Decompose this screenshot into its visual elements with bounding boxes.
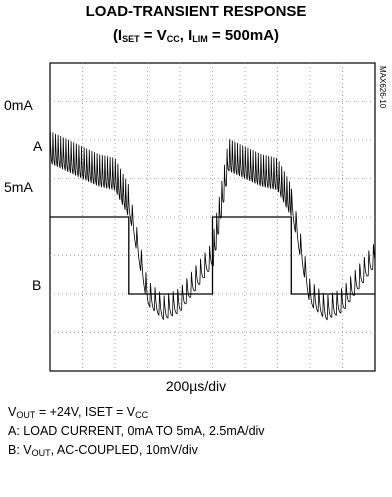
note1-mid: = +24V, ISET = V xyxy=(35,405,136,419)
traces xyxy=(49,131,376,321)
note1-pre: V xyxy=(8,405,17,419)
trace-b-label: B xyxy=(32,277,42,293)
trace-a-load-current xyxy=(50,216,375,295)
level-label-0ma: 0mA xyxy=(4,97,33,113)
note3-sub-out: OUT xyxy=(31,448,51,458)
x-scale-label: 200µs/div xyxy=(165,378,227,394)
note3-post: , AC-COUPLED, 10mV/div xyxy=(50,443,198,457)
note-line-1: VOUT = +24V, ISET = VCC xyxy=(8,403,265,422)
notes: VOUT = +24V, ISET = VCC A: LOAD CURRENT,… xyxy=(8,403,265,460)
note3-pre: B: V xyxy=(8,443,32,457)
subtitle-mid2: , I xyxy=(179,27,193,44)
note1-sub-cc: CC xyxy=(135,410,149,420)
chart-title: LOAD-TRANSIENT RESPONSE xyxy=(85,3,307,20)
note-line-2: A: LOAD CURRENT, 0mA TO 5mA, 2.5mA/div xyxy=(8,424,265,438)
subtitle-sub-set: SET xyxy=(122,34,140,44)
subtitle-sub-cc: CC xyxy=(166,34,180,44)
note-line-3: B: VOUT, AC-COUPLED, 10mV/div xyxy=(8,441,265,460)
subtitle-sub-lim: LIM xyxy=(192,34,208,44)
subtitle-close: = 500mA) xyxy=(207,27,280,44)
chart-subtitle: (ISET = VCC, ILIM = 500mA) xyxy=(0,27,392,45)
figure-code: MAX626-10 xyxy=(378,66,387,109)
note1-sub-out: OUT xyxy=(16,410,36,420)
level-label-5ma: 5mA xyxy=(4,179,33,195)
subtitle-open: (I xyxy=(112,27,123,44)
trace-a-label: A xyxy=(33,138,43,154)
subtitle-mid1: = V xyxy=(139,27,167,44)
trace-b-output-ripple xyxy=(49,131,376,321)
